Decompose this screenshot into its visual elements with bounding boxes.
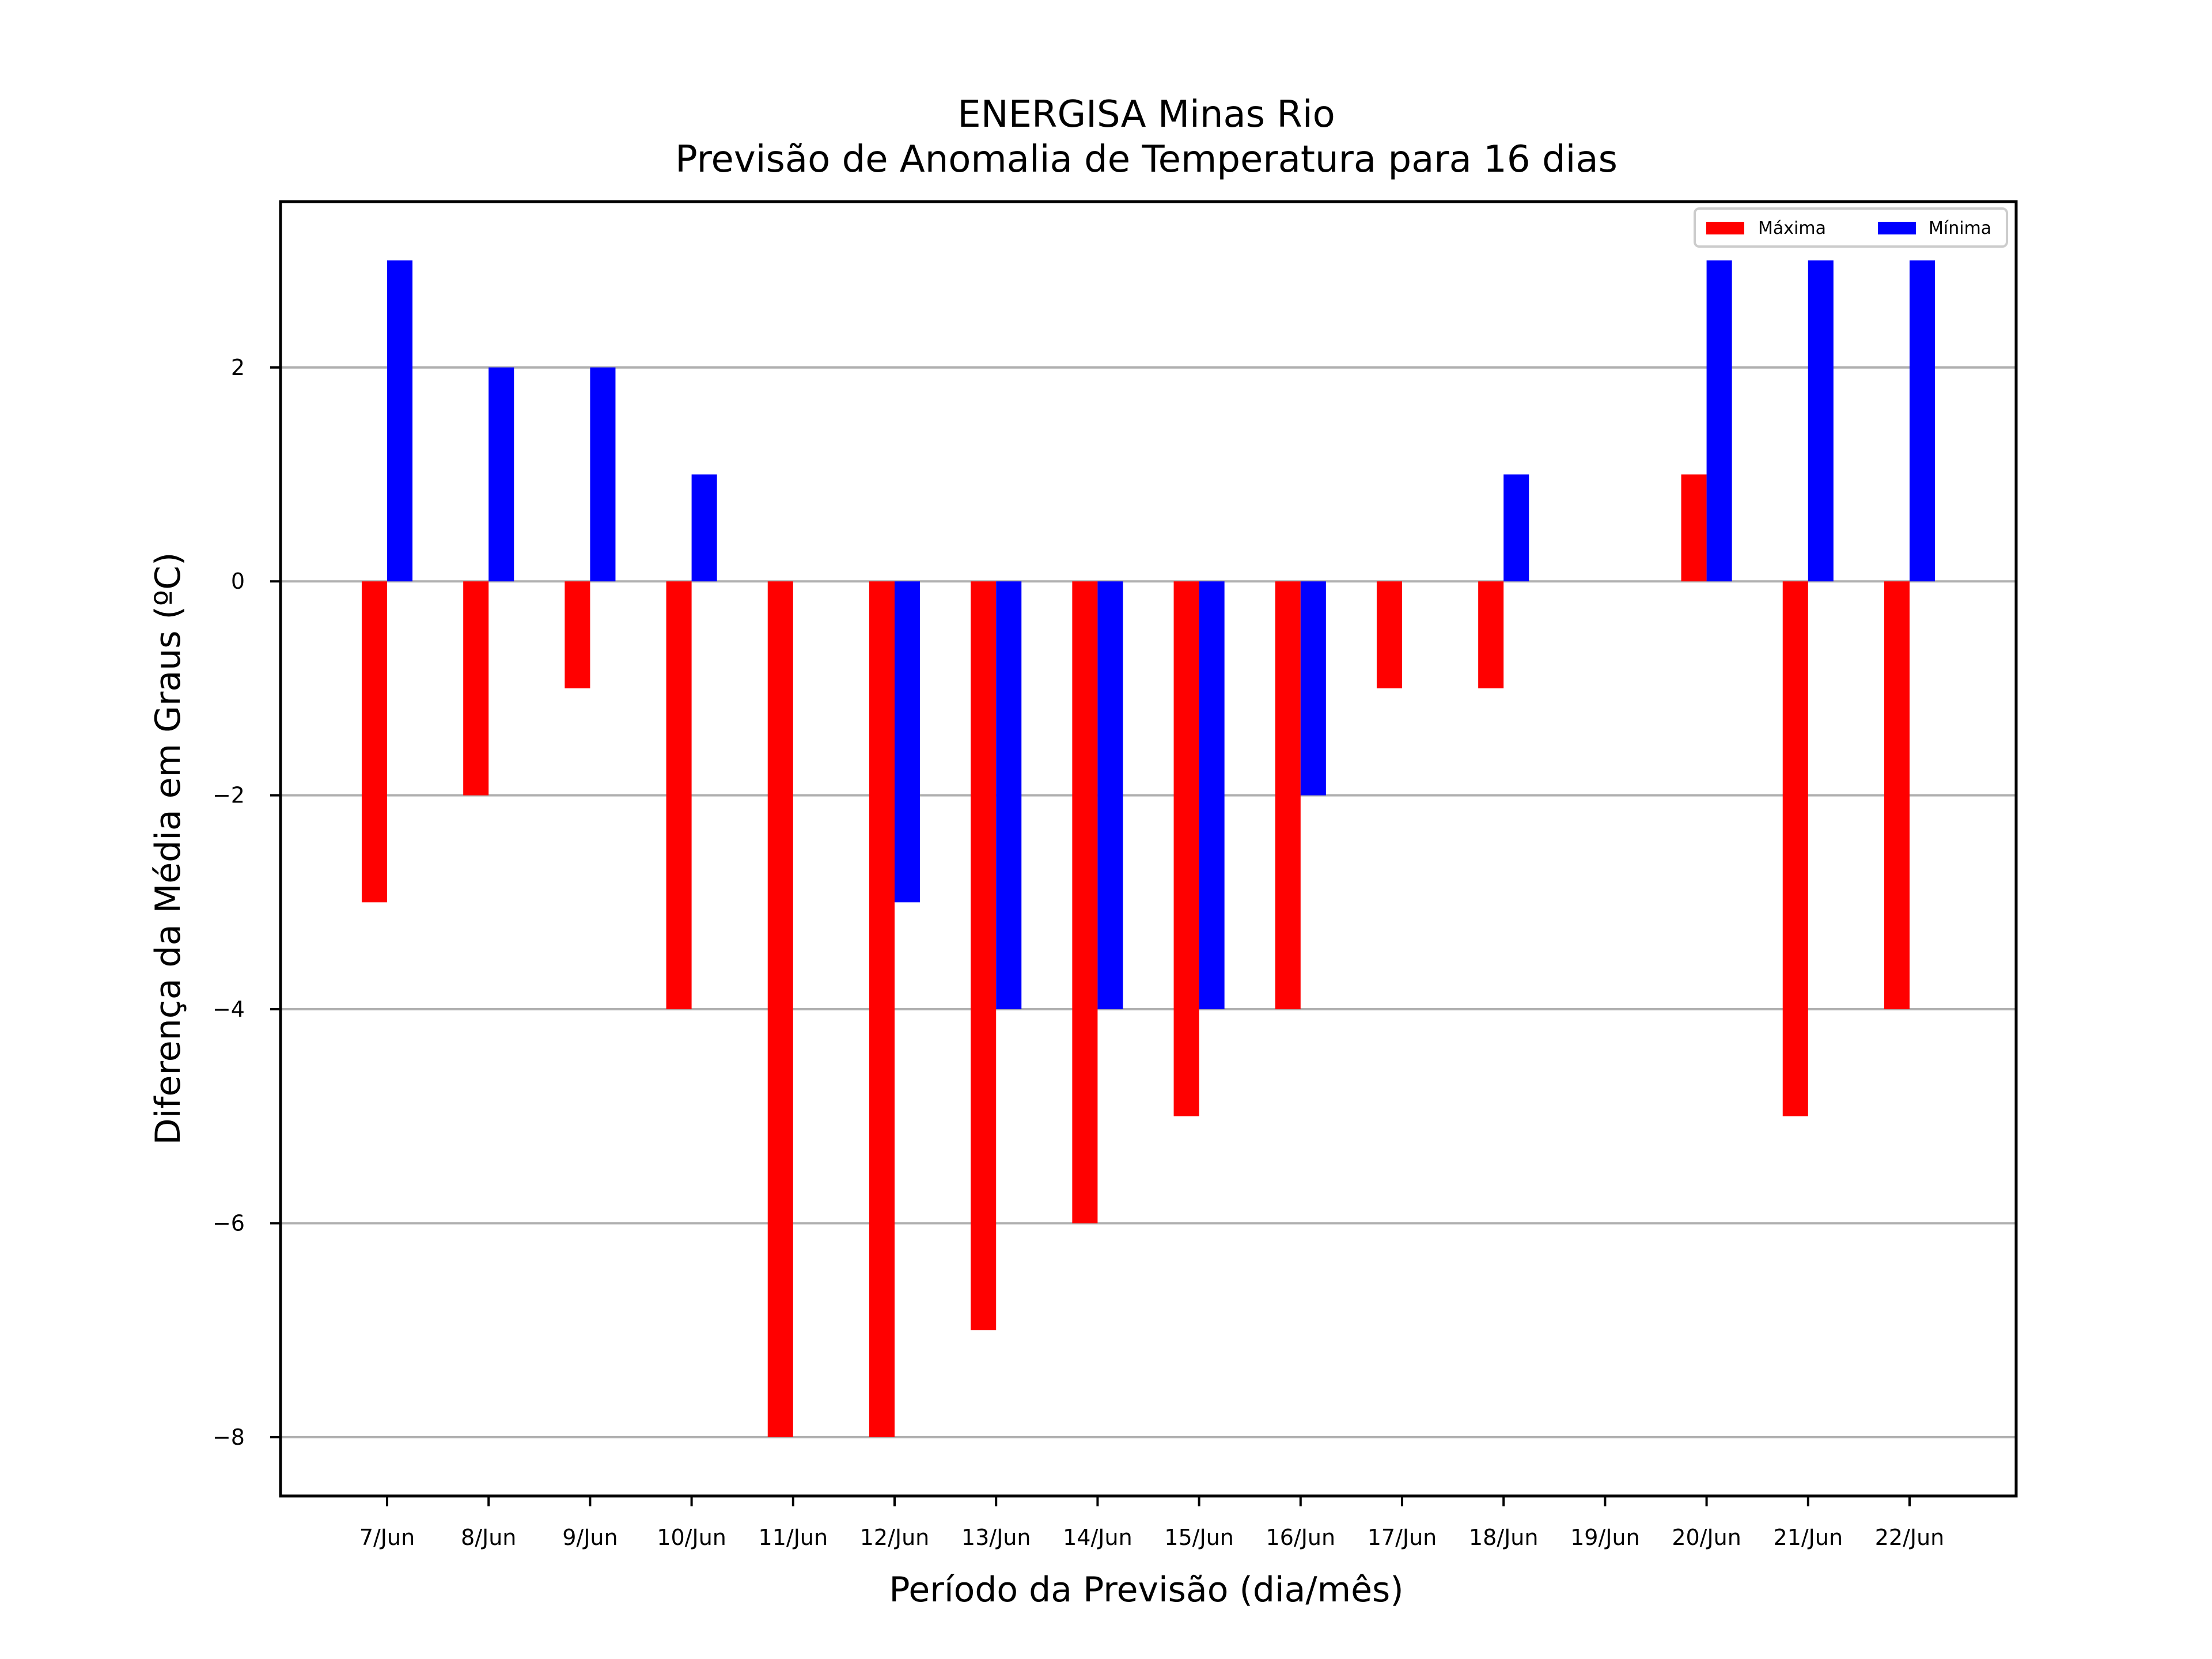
x-tick-label: 14/Jun (1063, 1525, 1132, 1550)
bar-maxima (666, 581, 692, 1010)
x-tick-label: 9/Jun (562, 1525, 618, 1550)
legend: Máxima Mínima (1694, 207, 2008, 248)
x-tick-label: 19/Jun (1570, 1525, 1640, 1550)
bar-maxima (1072, 581, 1098, 1224)
legend-frame (1694, 207, 2008, 248)
y-tick-label: 0 (231, 569, 245, 594)
bar-minima (1300, 581, 1326, 796)
bar-minima (1808, 260, 1834, 582)
bar-maxima (1173, 581, 1199, 1116)
y-tick-label: −2 (213, 783, 245, 808)
x-tick-label: 13/Jun (961, 1525, 1031, 1550)
x-tick-label: 7/Jun (359, 1525, 415, 1550)
y-tick-label: −4 (213, 997, 245, 1022)
x-tick-label: 20/Jun (1672, 1525, 1741, 1550)
bar-minima (1706, 260, 1732, 582)
y-tick-label: 2 (231, 355, 245, 380)
bar-maxima (565, 581, 590, 688)
bar-minima (691, 474, 717, 582)
x-tick-label: 16/Jun (1266, 1525, 1336, 1550)
chart-subtitle: Previsão de Anomalia de Temperatura para… (675, 138, 1618, 181)
bar-minima (996, 581, 1022, 1010)
bar-minima (1503, 474, 1529, 582)
bar-minima (590, 367, 616, 582)
x-tick-label: 10/Jun (657, 1525, 726, 1550)
x-tick-label: 11/Jun (759, 1525, 828, 1550)
bar-minima (1097, 581, 1123, 1010)
chart-title: ENERGISA Minas Rio (957, 93, 1335, 136)
x-tick-label: 8/Jun (461, 1525, 516, 1550)
bar-minima (895, 581, 921, 903)
legend-label-maxima: Máxima (1758, 218, 1826, 238)
grid-lines (281, 366, 2016, 1438)
plot-frame (279, 200, 2018, 1498)
x-axis: 7/Jun 8/Jun 9/Jun 10/Jun 11/Jun 12/Jun 13/Jun 1… (359, 1496, 1944, 1550)
bar-minima (1909, 260, 1936, 582)
x-tick-label: 17/Jun (1368, 1525, 1437, 1550)
y-axis-label: Diferença da Média em Graus (ºC) (148, 552, 188, 1145)
bar-minima (387, 260, 413, 582)
bar-maxima (1478, 581, 1504, 688)
bar-maxima (971, 581, 997, 1331)
legend-swatch-maxima (1706, 222, 1744, 234)
x-tick-label: 18/Jun (1469, 1525, 1539, 1550)
bar-minima (488, 367, 514, 582)
y-axis: 2 0 −2 −4 −6 −8 (213, 355, 281, 1450)
x-tick-label: 21/Jun (1774, 1525, 1843, 1550)
legend-label-minima: Mínima (1929, 218, 1991, 238)
bar-maxima (1376, 581, 1402, 688)
x-tick-label: 12/Jun (860, 1525, 930, 1550)
bar-minima (1199, 581, 1225, 1010)
bar-maxima (1275, 581, 1301, 1010)
bar-maxima (463, 581, 489, 796)
bar-maxima (1782, 581, 1808, 1116)
x-tick-label: 22/Jun (1875, 1525, 1945, 1550)
bars (361, 260, 1936, 1437)
bar-maxima (361, 581, 388, 903)
bar-maxima (869, 581, 895, 1437)
x-tick-label: 15/Jun (1164, 1525, 1234, 1550)
x-axis-label: Período da Previsão (dia/mês) (889, 1570, 1403, 1610)
bar-maxima (1681, 474, 1707, 582)
y-tick-label: −8 (213, 1425, 245, 1450)
legend-swatch-minima (1878, 222, 1916, 234)
bar-maxima (1884, 581, 1910, 1010)
y-tick-label: −6 (213, 1210, 245, 1236)
bar-maxima (767, 581, 793, 1437)
